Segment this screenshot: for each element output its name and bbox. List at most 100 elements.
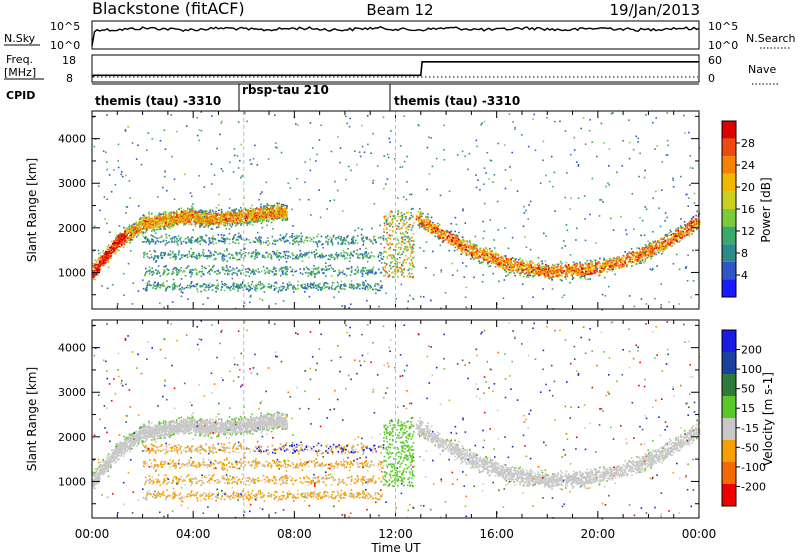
power-cell [153,225,156,228]
power-cell [484,256,486,258]
power-cell [184,214,187,217]
power-cell [694,220,696,222]
power-cell [694,223,697,226]
power-cell [610,266,613,269]
power-cell [116,239,118,242]
power-cell [225,218,227,220]
power-cell [629,256,631,259]
power-cell [179,219,182,222]
power-cell [130,237,132,240]
power-cell [502,260,505,263]
power-cell [220,211,223,214]
power-cell [467,246,470,249]
power-cell [95,263,98,266]
power-cell [583,276,586,279]
frequency-unit-label: [MHz] [4,66,36,79]
power-cell [644,249,646,251]
power-cell [571,278,574,280]
power-cell [226,217,228,220]
power-cell [609,258,612,261]
power-cell [164,214,167,216]
power-cell [158,226,160,228]
power-cell [114,242,116,245]
power-cell [544,266,547,269]
power-cell [261,214,263,216]
power-cell [96,271,99,273]
power-cell [94,264,96,266]
power-cell [228,214,230,217]
power-cell [209,216,212,218]
power-cell [492,253,495,255]
power-cell [140,219,143,221]
power-cell [646,246,649,248]
power-cell [158,214,160,217]
power-cell [504,262,506,264]
power-cell [152,221,155,224]
power-cell [555,266,558,268]
power-cell [626,255,628,257]
power-cell [245,213,247,216]
power-cell [209,209,211,211]
power-cell [109,247,112,249]
power-cell [594,259,597,262]
power-cell [474,257,477,259]
power-cell [441,229,443,232]
power-cell [286,204,288,207]
power-cell [566,268,569,270]
power-cell [551,267,554,269]
power-cell [555,273,558,276]
power-cell [471,247,473,249]
power-cell [647,247,649,250]
power-cell [202,216,205,219]
power-cell [268,217,271,219]
power-cell [249,213,252,215]
power-cell [671,232,674,235]
power-cell [447,234,450,237]
power-cell [227,211,230,213]
power-cell [271,205,274,207]
power-cell [246,220,249,222]
power-cell [660,238,663,241]
power-cell [260,212,262,215]
power-cell [147,220,150,223]
power-cell [688,232,691,235]
power-cell [280,215,283,217]
power-cell [584,262,587,264]
power-cell [602,262,605,264]
power-cell [270,206,272,208]
power-cell [677,238,679,241]
power-cell [191,208,193,210]
power-cell [691,233,693,235]
power-cell [625,257,627,260]
power-cell [583,272,585,275]
power-cell [581,273,584,276]
power-cell [131,233,134,236]
power-cell [623,262,626,264]
power-cell [151,222,154,225]
power-cell [549,275,551,277]
power-cell [676,233,678,236]
power-cell [132,236,134,239]
power-cell [589,273,591,275]
power-cell [427,216,429,219]
power-cell [418,218,420,221]
power-cell [133,222,136,225]
power-cell [565,274,567,276]
power-cell [239,221,242,224]
power-cell [191,207,194,209]
power-cell [575,263,577,266]
power-cell [678,233,681,235]
power-cell [249,212,251,214]
power-cell [437,225,440,227]
power-cell [516,265,519,267]
power-cell [435,228,437,231]
power-cell [674,234,677,237]
power-cell [167,212,170,215]
power-cell [269,211,272,214]
power-cell [284,215,287,217]
power-cell [604,261,607,263]
power-cell [646,245,649,247]
power-cell [601,265,604,268]
power-cell [656,246,659,248]
power-cell [130,238,133,241]
